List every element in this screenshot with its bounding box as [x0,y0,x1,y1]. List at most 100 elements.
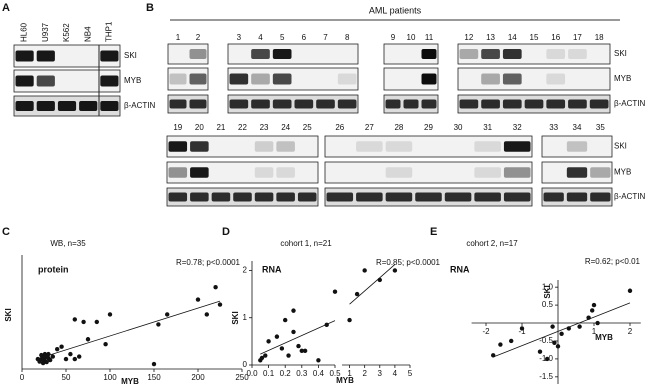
band [566,141,588,152]
y-tick-label: 0.5 [542,300,554,309]
lane-label: 32 [513,123,522,132]
lane-label: 8 [345,33,350,42]
band [251,99,270,109]
annotation: R=0.85; p<0.0001 [376,258,441,267]
band [254,167,274,178]
point [195,297,201,302]
x-tick-label: 2 [362,369,367,378]
lane-label: 2 [196,33,201,42]
band [481,99,500,109]
point [85,337,91,342]
lane-label: 22 [238,123,247,132]
band [57,101,77,111]
point [44,354,49,360]
point [72,317,78,322]
band [316,99,335,109]
band [326,192,354,202]
point [354,291,360,297]
band [459,49,479,59]
point [59,344,64,349]
point [537,349,543,354]
band [543,192,564,202]
point [156,322,161,327]
band [566,192,588,202]
lane-label: THP1 [105,21,114,42]
point [552,340,557,345]
chart-title: cohort 2, n=17 [466,239,518,248]
band [568,49,587,59]
x-tick-label: 0.2 [280,369,292,378]
lane-label: 15 [530,33,539,42]
point [291,329,296,335]
point [279,346,285,351]
row-label: SKI [614,142,627,151]
x-tick-label: 0.4 [313,369,325,378]
point [545,356,550,362]
band [474,167,501,178]
lane-label: 21 [216,123,225,132]
lane-label: 25 [303,123,312,132]
band [168,167,188,178]
band [356,141,383,152]
band [100,101,119,111]
band [276,141,295,152]
band [546,99,566,109]
point [94,319,100,325]
band [502,49,522,59]
point [50,354,55,359]
point [266,339,271,344]
point [491,353,496,358]
panel-label: C [2,226,10,238]
x-tick-label: -1 [518,327,526,336]
point [332,289,338,294]
band [189,99,207,109]
band [272,49,292,59]
point [362,268,367,273]
lane-label: 31 [483,123,492,132]
band [474,141,501,152]
band [481,49,500,59]
point [324,322,329,328]
lane-label: U937 [41,22,50,42]
x-axis-label: MYB [121,377,139,386]
row-label: β-ACTIN [614,192,645,201]
point [55,346,60,352]
y-tick-label: 1.0 [542,282,554,291]
point [63,356,69,362]
point [39,352,44,358]
x-tick-label: 250 [235,373,249,382]
band [421,49,437,59]
band [337,99,357,109]
band [337,73,357,85]
x-tick-label: 0.3 [296,369,308,378]
x-tick-label: 150 [147,373,161,382]
band [100,50,119,62]
point [40,360,46,366]
point [81,319,86,325]
x-tick-label: 0 [20,373,25,382]
x-tick-label: 4 [393,369,398,378]
band [502,73,522,85]
point [591,302,597,308]
blot [457,67,611,91]
x-tick-label: 100 [103,373,117,382]
band [403,99,419,109]
y-axis-label: SKI [4,308,13,321]
row-label: β-ACTIN [614,99,645,108]
band [385,141,413,152]
band [169,73,187,85]
trend-line [493,302,631,358]
band [546,49,566,59]
band [36,101,55,111]
point [595,320,600,326]
point [299,348,304,354]
x-tick-label: 0.0 [246,369,258,378]
point [165,312,170,317]
lane-label: 24 [281,123,290,132]
point [72,356,78,362]
band [168,141,188,152]
blot [541,135,613,158]
band [254,141,274,152]
point [274,334,280,339]
